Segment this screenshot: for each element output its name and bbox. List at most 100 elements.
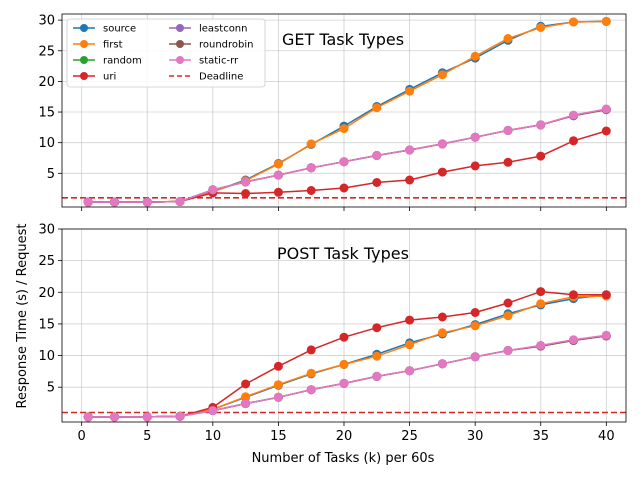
get-point-uri	[405, 175, 415, 185]
legend-label-static-rr: static-rr	[199, 56, 239, 67]
post-point-first	[503, 311, 513, 321]
post-y-tick-label: 25	[38, 254, 55, 269]
post-point-first	[273, 380, 283, 390]
post-point-static-rr	[142, 412, 152, 422]
post-x-tick-label: 5	[143, 429, 151, 444]
y-axis-label: Response Time (s) / Request	[15, 224, 30, 409]
post-panel-title: POST Task Types	[277, 244, 409, 263]
post-point-static-rr	[175, 411, 185, 421]
get-point-static-rr	[339, 157, 349, 167]
legend-marker-random	[80, 56, 88, 64]
get-point-static-rr	[470, 132, 480, 142]
post-panel: 5 10 15 20 25 30 0 5 10 15 20 25 30 35 40 POST Task Typ…	[38, 223, 627, 444]
post-point-static-rr	[339, 378, 349, 388]
get-point-static-rr	[175, 197, 185, 206]
post-point-first	[306, 368, 316, 378]
post-point-uri	[306, 345, 316, 355]
legend-marker-roundrobin	[176, 40, 184, 48]
get-point-static-rr	[536, 120, 546, 130]
post-point-uri	[405, 315, 415, 325]
get-point-static-rr	[142, 197, 152, 207]
legend-label-source: source	[103, 24, 136, 35]
post-x-tick-label: 20	[336, 429, 353, 444]
post-y-tick-label: 30	[38, 223, 55, 238]
get-point-uri	[372, 178, 382, 187]
post-point-uri	[273, 361, 283, 371]
post-point-static-rr	[405, 366, 415, 376]
legend-label-leastconn: leastconn	[199, 24, 247, 35]
get-point-static-rr	[437, 139, 447, 149]
post-point-first	[536, 299, 546, 309]
post-point-static-rr	[372, 371, 382, 381]
get-point-static-rr	[405, 145, 415, 155]
legend: source first random uri leastconn roundrobin s…	[66, 18, 266, 88]
get-point-uri	[536, 151, 546, 161]
legend-label-uri: uri	[103, 72, 116, 83]
get-y-tick-label: 25	[38, 44, 55, 59]
post-point-first	[437, 328, 447, 338]
post-x-tick-label: 10	[205, 429, 222, 444]
post-point-uri	[601, 290, 611, 300]
post-point-static-rr	[536, 340, 546, 350]
post-x-tick-label: 30	[467, 429, 484, 444]
post-y-tick-label: 15	[38, 317, 55, 332]
get-point-uri	[569, 136, 578, 146]
legend-label-random: random	[103, 56, 142, 67]
get-point-static-rr	[241, 177, 251, 187]
legend-label-roundrobin: roundrobin	[199, 40, 254, 51]
post-point-uri	[437, 312, 447, 322]
post-point-static-rr	[601, 330, 611, 340]
get-point-uri	[601, 126, 611, 136]
get-point-first	[437, 70, 447, 80]
post-point-static-rr	[208, 406, 218, 416]
get-panel: 5 10 15 20 25 30 GET Task Types	[38, 13, 627, 211]
get-point-uri	[306, 186, 316, 195]
post-point-first	[405, 340, 415, 350]
x-axis-label: Number of Tasks (k) per 60s	[252, 451, 435, 466]
get-point-uri	[437, 167, 447, 177]
get-y-tick-label: 30	[38, 14, 55, 29]
post-y-tick-label: 20	[38, 286, 55, 301]
post-x-tick-label: 15	[270, 429, 287, 444]
legend-label-deadline: Deadline	[199, 72, 243, 83]
get-y-tick-label: 5	[47, 167, 55, 182]
get-point-static-rr	[110, 197, 119, 207]
get-point-first	[601, 16, 611, 26]
post-y-tick-label: 5	[47, 381, 55, 396]
get-point-static-rr	[306, 163, 316, 173]
get-point-static-rr	[372, 151, 382, 160]
legend-label-first: first	[103, 40, 123, 51]
post-point-static-rr	[83, 412, 93, 422]
get-point-static-rr	[569, 110, 578, 120]
get-point-static-rr	[208, 185, 218, 195]
get-point-static-rr	[503, 125, 513, 135]
get-point-static-rr	[601, 104, 611, 114]
get-point-uri	[273, 187, 283, 197]
legend-marker-first	[80, 40, 88, 48]
post-point-uri	[470, 308, 480, 317]
get-panel-title: GET Task Types	[282, 30, 404, 49]
post-point-static-rr	[306, 385, 316, 395]
post-x-tick-label: 25	[401, 429, 418, 444]
post-point-uri	[372, 323, 382, 333]
get-point-first	[569, 17, 578, 27]
post-point-static-rr	[273, 392, 283, 402]
get-point-first	[273, 159, 283, 169]
get-point-uri	[339, 183, 349, 193]
get-point-first	[339, 124, 349, 134]
post-point-static-rr	[437, 359, 447, 369]
get-point-first	[372, 103, 382, 113]
get-y-tick-label: 20	[38, 75, 55, 90]
legend-box	[66, 18, 266, 88]
post-x-tick-label: 35	[532, 429, 549, 444]
post-point-first	[241, 392, 251, 402]
get-point-first	[470, 51, 480, 61]
post-point-first	[339, 359, 349, 369]
post-point-static-rr	[569, 335, 578, 345]
legend-marker-source	[80, 24, 88, 32]
post-point-static-rr	[241, 399, 251, 409]
legend-marker-static-rr	[176, 56, 184, 64]
get-y-tick-label: 15	[38, 106, 55, 121]
post-point-uri	[536, 287, 546, 297]
